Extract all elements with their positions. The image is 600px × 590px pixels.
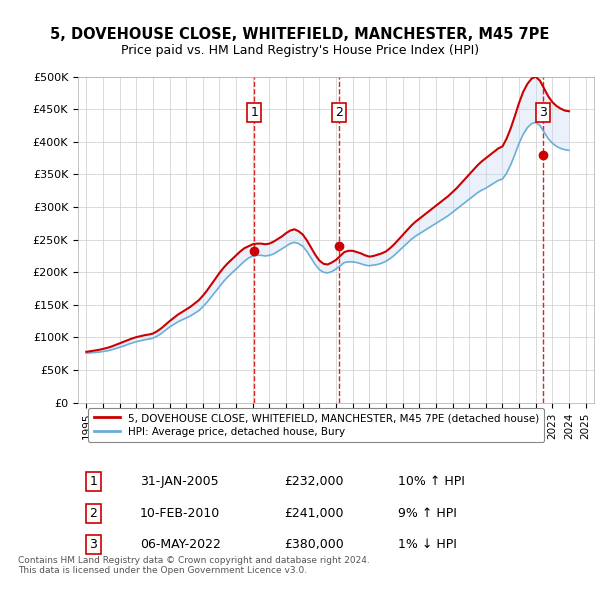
- Text: 06-MAY-2022: 06-MAY-2022: [140, 538, 221, 551]
- Text: 3: 3: [539, 106, 547, 119]
- Text: 2: 2: [335, 106, 343, 119]
- Text: 1: 1: [89, 475, 97, 488]
- Text: £232,000: £232,000: [284, 475, 344, 488]
- Text: 3: 3: [89, 538, 97, 551]
- Text: 2: 2: [89, 507, 97, 520]
- Text: 10-FEB-2010: 10-FEB-2010: [140, 507, 220, 520]
- Text: 5, DOVEHOUSE CLOSE, WHITEFIELD, MANCHESTER, M45 7PE: 5, DOVEHOUSE CLOSE, WHITEFIELD, MANCHEST…: [50, 27, 550, 41]
- Text: 1: 1: [250, 106, 258, 119]
- Text: Contains HM Land Registry data © Crown copyright and database right 2024.
This d: Contains HM Land Registry data © Crown c…: [18, 556, 370, 575]
- Text: Price paid vs. HM Land Registry's House Price Index (HPI): Price paid vs. HM Land Registry's House …: [121, 44, 479, 57]
- Text: 9% ↑ HPI: 9% ↑ HPI: [398, 507, 457, 520]
- Legend: 5, DOVEHOUSE CLOSE, WHITEFIELD, MANCHESTER, M45 7PE (detached house), HPI: Avera: 5, DOVEHOUSE CLOSE, WHITEFIELD, MANCHEST…: [88, 408, 544, 442]
- Text: 31-JAN-2005: 31-JAN-2005: [140, 475, 218, 488]
- Text: £241,000: £241,000: [284, 507, 344, 520]
- Text: 1% ↓ HPI: 1% ↓ HPI: [398, 538, 457, 551]
- Text: 10% ↑ HPI: 10% ↑ HPI: [398, 475, 465, 488]
- Text: £380,000: £380,000: [284, 538, 344, 551]
